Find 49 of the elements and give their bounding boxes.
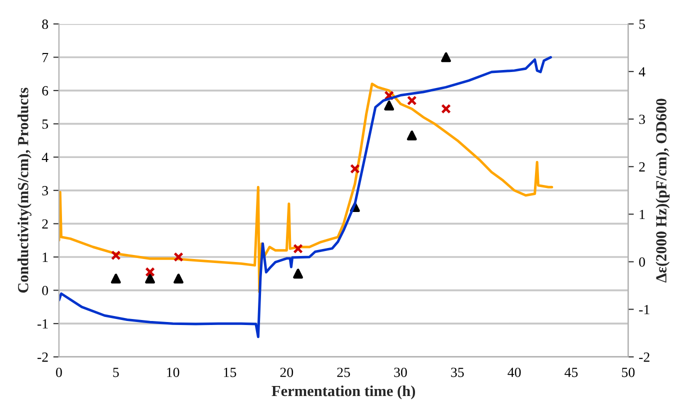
point (384, 100, 394, 110)
y-tick-label: 8 (42, 20, 48, 29)
x-axis-title: Fermentation time (h) (272, 385, 416, 400)
x-tick-label: 15 (224, 368, 236, 378)
line-series (58, 82, 554, 294)
y-tick-label: 3 (42, 186, 48, 196)
y2-axis-title: Δε(2000 Hz)(pF/cm), OD600 (656, 98, 670, 282)
x-tick-label: 10 (167, 368, 180, 378)
point (110, 274, 121, 284)
x-tick-label: 5 (113, 368, 119, 378)
x-tick-label: 30 (394, 368, 407, 378)
point (350, 164, 360, 174)
line-series (58, 56, 552, 338)
x-tick-label: 25 (337, 368, 350, 378)
point (406, 130, 417, 140)
x-tick-label: 0 (56, 368, 62, 378)
point (110, 250, 121, 260)
y-tick-label: 0 (42, 286, 48, 296)
y-tick-label: -2 (38, 352, 48, 362)
y-tick-label: 4 (42, 152, 48, 162)
point (293, 244, 303, 254)
y2-tick-label: 5 (639, 20, 645, 29)
y2-tick-label: 1 (640, 210, 645, 220)
y-tick-label: 1 (42, 252, 48, 262)
point (174, 274, 184, 284)
point (441, 104, 451, 114)
y2-tick-label: -1 (639, 304, 650, 314)
y2-tick-label: 4 (638, 67, 646, 76)
y-tick-label: 2 (42, 219, 48, 229)
y-tick-label: -1 (38, 319, 48, 328)
y2-tick-label: 3 (639, 114, 645, 124)
point (145, 274, 155, 284)
point (293, 268, 303, 279)
point (174, 252, 184, 262)
x-tick-label: 35 (451, 368, 464, 378)
x-tick-label: 45 (564, 368, 578, 378)
x-tick-label: 20 (280, 368, 294, 378)
point (406, 96, 417, 106)
x-tick-label: 50 (622, 368, 635, 378)
y-tick-label: 6 (42, 86, 48, 96)
y2-tick-label: -2 (639, 352, 650, 362)
x-tick-label: 40 (508, 368, 521, 378)
point (145, 267, 155, 277)
y-tick-label: 7 (42, 52, 48, 62)
y2-tick-label: 0 (639, 257, 645, 267)
point (441, 52, 451, 62)
y2-tick-label: 2 (639, 162, 645, 172)
y-tick-label: 5 (42, 120, 48, 129)
y-axis-title: Conductivity(mS/cm), Products (18, 88, 32, 293)
